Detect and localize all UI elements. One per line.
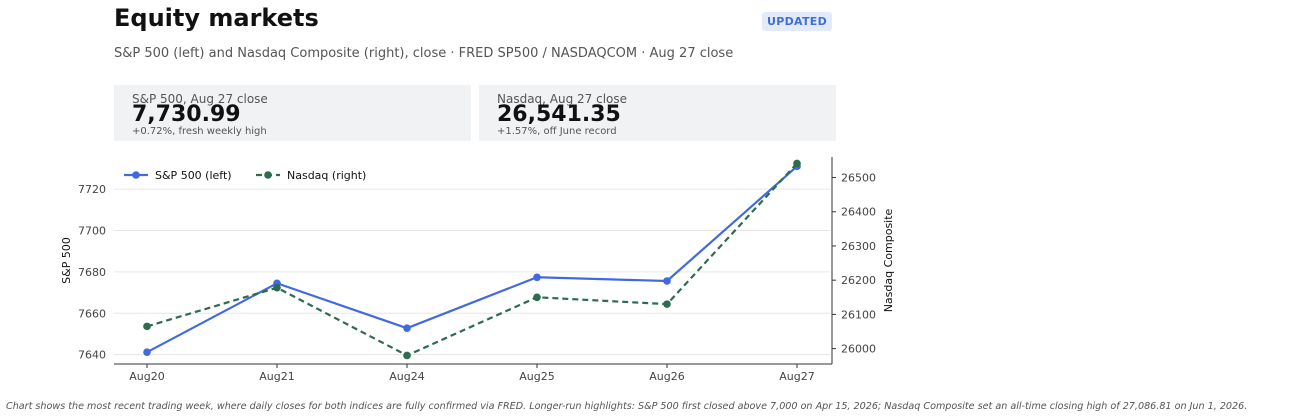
y-tick-label-left: 7660 bbox=[78, 307, 106, 320]
x-tick-label: Aug21 bbox=[259, 370, 294, 383]
chart-footnote: Chart shows the most recent trading week… bbox=[6, 401, 1248, 412]
stat-card-value: 7,730.99 bbox=[132, 102, 241, 127]
y-tick-label-right: 26200 bbox=[841, 274, 876, 287]
data-point bbox=[403, 351, 411, 360]
status-badge: UPDATED bbox=[762, 12, 833, 31]
y-tick-label-right: 26300 bbox=[841, 240, 876, 253]
data-point bbox=[663, 277, 671, 285]
stat-card-nasdaq: Nasdaq, Aug 27 close 26,541.35 +1.57%, o… bbox=[479, 85, 836, 141]
y-tick-label-left: 7680 bbox=[78, 266, 106, 279]
stat-card-sp500: S&P 500, Aug 27 close 7,730.99 +0.72%, f… bbox=[114, 85, 471, 141]
legend-label: S&P 500 (left) bbox=[155, 169, 232, 182]
data-point bbox=[273, 283, 281, 292]
data-point bbox=[143, 348, 151, 357]
stat-card-change: +0.72%, fresh weekly high bbox=[132, 126, 267, 137]
y-axis-label-right: Nasdaq Composite bbox=[882, 208, 895, 312]
stat-card-value: 26,541.35 bbox=[497, 102, 621, 127]
x-tick-label: Aug20 bbox=[129, 370, 164, 383]
y-tick-label-right: 26100 bbox=[841, 308, 876, 321]
y-tick-label-left: 7640 bbox=[78, 349, 106, 362]
stat-card-label: Nasdaq, Aug 27 close bbox=[497, 92, 628, 106]
page-title: Equity markets bbox=[114, 4, 319, 32]
data-point bbox=[143, 322, 151, 331]
page-subtitle: S&P 500 (left) and Nasdaq Composite (rig… bbox=[114, 46, 734, 61]
series-line-1 bbox=[146, 162, 798, 357]
legend-swatch-marker bbox=[264, 171, 272, 179]
x-tick-label: Aug26 bbox=[649, 370, 684, 383]
legend-swatch-marker bbox=[132, 171, 140, 179]
series-line-0 bbox=[146, 165, 798, 354]
y-tick-label-left: 7720 bbox=[78, 183, 106, 196]
equity-line-chart: 7640 7660 7680 7700 7720 26000 26100 26200 26300… bbox=[60, 157, 895, 383]
y-tick-label-right: 26000 bbox=[841, 343, 876, 356]
x-tick-label: Aug25 bbox=[519, 370, 554, 383]
data-point bbox=[663, 300, 671, 308]
y-tick-label-left: 7700 bbox=[78, 224, 106, 237]
stat-card-label: S&P 500, Aug 27 close bbox=[132, 92, 268, 106]
data-point bbox=[533, 273, 541, 282]
legend-label: Nasdaq (right) bbox=[287, 169, 366, 182]
stat-card-change: +1.57%, off June record bbox=[497, 126, 617, 137]
data-point bbox=[533, 293, 541, 302]
x-tick-label: Aug24 bbox=[389, 370, 424, 383]
y-tick-label-right: 26500 bbox=[841, 172, 876, 185]
y-tick-label-right: 26400 bbox=[841, 206, 876, 219]
data-point bbox=[403, 324, 411, 332]
x-tick-label: Aug27 bbox=[779, 370, 814, 383]
y-axis-label-left: S&P 500 bbox=[60, 237, 73, 284]
data-point bbox=[793, 159, 801, 168]
